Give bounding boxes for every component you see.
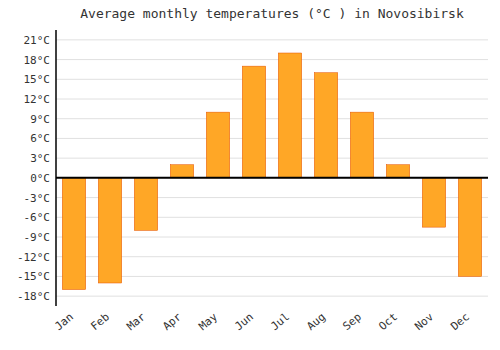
y-tick-label: -15°C (17, 270, 50, 283)
grid-line (56, 296, 488, 297)
y-tick-label: 21°C (24, 34, 51, 47)
x-tick-label: Dec (448, 310, 472, 333)
bar (314, 73, 337, 178)
x-tick-label: Jan (52, 310, 76, 333)
y-tick-label: 3°C (30, 152, 50, 165)
chart-title: Average monthly temperatures (°C ) in No… (80, 6, 464, 21)
grid-line (56, 158, 488, 159)
y-tick-label: 18°C (24, 54, 51, 67)
y-axis-line (55, 30, 57, 306)
x-tick-label: Mar (124, 310, 148, 333)
x-tick-label: Jun (232, 310, 256, 333)
grid-line (56, 118, 488, 119)
chart-container: Average monthly temperatures (°C ) in No… (0, 0, 500, 350)
chart-svg: Average monthly temperatures (°C ) in No… (0, 0, 500, 350)
y-tick-label: -3°C (24, 192, 51, 205)
bar (170, 165, 193, 178)
y-tick-label: 15°C (24, 73, 51, 86)
grid-line (56, 79, 488, 80)
x-tick-label: Apr (160, 310, 184, 333)
bar (458, 178, 481, 277)
bar (386, 165, 409, 178)
grid-line (56, 177, 488, 178)
x-tick-label: Aug (304, 310, 328, 333)
bar (350, 112, 373, 178)
bar (242, 66, 265, 178)
x-tick-label: Nov (412, 310, 436, 333)
bar (134, 178, 157, 231)
y-tick-label: -9°C (24, 231, 51, 244)
y-tick-label: 6°C (30, 132, 50, 145)
x-tick-label: Sep (340, 310, 364, 333)
y-tick-label: 12°C (24, 93, 51, 106)
zero-line (56, 177, 488, 179)
y-tick-label: -18°C (17, 290, 50, 303)
grid-line (56, 59, 488, 60)
y-tick-label: 0°C (30, 172, 50, 185)
bar (98, 178, 121, 283)
y-tick-label: 9°C (30, 113, 50, 126)
y-tick-label: -12°C (17, 251, 50, 264)
x-tick-label: Oct (376, 310, 400, 333)
grid-line (56, 39, 488, 40)
x-tick-label: May (196, 310, 220, 333)
y-tick-label: -6°C (24, 211, 51, 224)
grid-line (56, 99, 488, 100)
bar (422, 178, 445, 227)
x-tick-label: Jul (268, 310, 292, 333)
bar (278, 53, 301, 178)
x-tick-label: Feb (88, 310, 112, 333)
grid-line (56, 138, 488, 139)
bars (62, 53, 481, 290)
bar (206, 112, 229, 178)
bar (62, 178, 85, 290)
